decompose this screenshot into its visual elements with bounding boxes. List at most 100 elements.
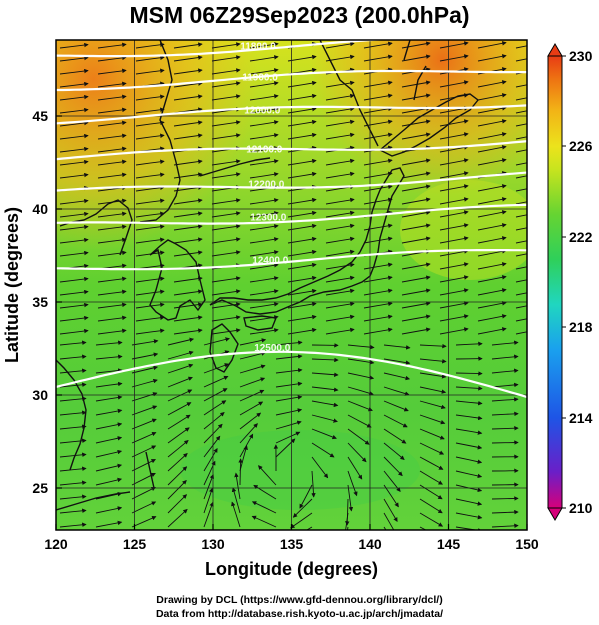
wind-streamline (325, 327, 355, 335)
contour-label: 12400.0 (252, 255, 289, 266)
wind-streamline (167, 402, 192, 416)
wind-streamline (419, 470, 443, 485)
wind-streamline (401, 184, 431, 192)
height-contour-line (56, 350, 527, 399)
wind-streamline (325, 223, 355, 231)
wind-streamline (363, 236, 393, 244)
height-contour-line (56, 249, 527, 271)
wind-streamline (439, 184, 469, 192)
wind-streamline (439, 171, 469, 179)
wind-streamline (455, 341, 483, 347)
wind-streamline (203, 337, 230, 346)
wind-streamline (419, 456, 444, 470)
wind-streamline (363, 184, 393, 192)
wind-streamline (275, 420, 302, 430)
wind-streamline (59, 315, 89, 322)
wind-streamline (325, 158, 355, 166)
wind-streamline (173, 315, 203, 322)
wind-streamline (173, 42, 203, 49)
wind-streamline (419, 484, 443, 500)
wind-streamline (363, 119, 393, 127)
wind-streamline (347, 400, 373, 412)
wind-streamline (325, 93, 355, 101)
wind-streamline (347, 372, 375, 380)
wind-streamline (173, 159, 203, 166)
wind-streamline (515, 136, 527, 140)
wind-streamline (439, 41, 469, 49)
wind-streamline (59, 354, 87, 360)
wind-streamline (59, 133, 89, 140)
wind-streamline (287, 236, 317, 244)
wind-streamline (439, 54, 469, 62)
wind-streamline (238, 458, 243, 486)
wind-streamline (515, 318, 527, 322)
wind-streamline (59, 81, 89, 88)
wind-streamline (97, 328, 127, 335)
x-tick-label: 120 (44, 536, 68, 552)
wind-streamline (363, 327, 393, 335)
wind-streamline (419, 386, 447, 394)
wind-streamline (363, 314, 393, 322)
wind-streamline (59, 68, 89, 75)
wind-streamline (383, 386, 410, 396)
wind-streamline (455, 456, 483, 464)
wind-streamline (491, 425, 519, 431)
wind-streamline (325, 171, 355, 179)
wind-streamline (455, 442, 483, 450)
wind-streamline (455, 498, 483, 506)
wind-streamline (287, 171, 317, 179)
wind-streamline (97, 276, 127, 283)
wind-streamline (249, 94, 279, 101)
wind-streamline (477, 93, 507, 101)
wind-streamline (167, 466, 188, 486)
colorbar-tick-label: 222 (569, 229, 593, 245)
wind-streamline (311, 386, 339, 392)
wind-streamline (363, 158, 393, 166)
wind-streamline (363, 132, 393, 140)
wind-streamline (383, 428, 407, 444)
wind-streamline (477, 158, 507, 166)
wind-streamline (477, 249, 507, 257)
wind-streamline (515, 188, 527, 192)
y-tick-label: 35 (32, 294, 48, 310)
wind-streamline (477, 145, 507, 153)
wind-streamline (95, 354, 123, 360)
wind-streamline (347, 344, 375, 350)
wind-streamline (325, 106, 355, 114)
wind-streamline (59, 508, 87, 514)
wind-streamline (401, 236, 431, 244)
wind-streamline (173, 133, 203, 140)
wind-streamline (325, 197, 355, 205)
height-contour-line (56, 140, 527, 161)
wind-streamline (131, 501, 157, 514)
wind-streamline (173, 172, 203, 179)
wind-streamline (59, 198, 89, 205)
wind-streamline (95, 477, 123, 486)
wind-streamline (251, 501, 277, 514)
wind-streamline (131, 445, 157, 458)
wind-streamline (515, 123, 527, 127)
wind-streamline (59, 424, 87, 430)
wind-streamline (249, 133, 279, 140)
wind-streamline (419, 442, 445, 455)
wind-streamline (135, 211, 165, 218)
wind-streamline (135, 120, 165, 127)
wind-streamline (491, 496, 519, 501)
wind-streamline (97, 159, 127, 166)
wind-streamline (292, 498, 313, 518)
wind-streamline (515, 279, 527, 283)
wind-streamline (59, 466, 87, 472)
colorbar-tick-label: 226 (569, 138, 593, 154)
wind-streamline (167, 479, 187, 500)
wind-streamline (401, 223, 431, 231)
wind-streamline (59, 120, 89, 127)
wind-streamline (59, 276, 89, 283)
wind-streamline (173, 289, 203, 296)
colorbar-tick-label: 214 (569, 410, 593, 426)
wind-streamline (515, 331, 527, 335)
wind-streamline (59, 328, 89, 335)
wind-streamline (135, 42, 165, 49)
wind-streamline (59, 211, 89, 218)
wind-streamline (173, 211, 203, 218)
